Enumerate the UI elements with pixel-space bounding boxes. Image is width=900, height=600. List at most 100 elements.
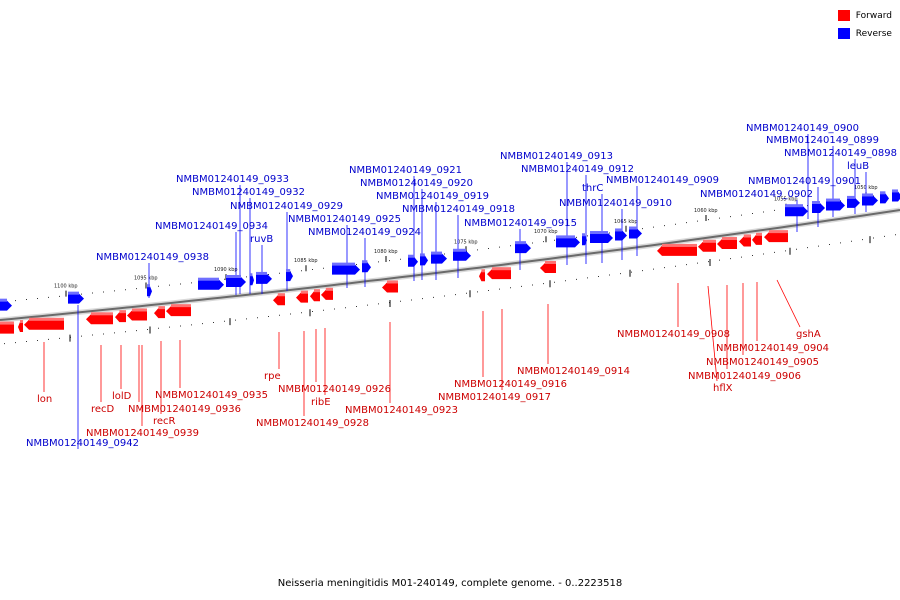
gene-label-nmbm01240149-0926: NMBM01240149_0926 (278, 384, 391, 395)
gene-arrow-bevel (277, 293, 285, 297)
forward-swatch (837, 10, 850, 21)
gene-arrow-bevel (420, 253, 425, 257)
gene-label-nmbm01240149-0912: NMBM01240149_0912 (521, 164, 634, 175)
gene-label-nmbm01240149-0905: NMBM01240149_0905 (706, 357, 819, 368)
gene-arrow-bevel (812, 201, 820, 205)
reverse-gene-arrow (892, 189, 900, 202)
gene-label-nmbm01240149-0928: NMBM01240149_0928 (256, 418, 369, 429)
gene-arrow-body (115, 312, 126, 323)
gene-arrow-body (273, 295, 285, 306)
forward-gene-arrow (479, 269, 485, 282)
gene-arrow-bevel (515, 241, 526, 245)
legend: Forward Reverse (837, 9, 892, 45)
gene-arrow-bevel (880, 191, 886, 195)
scale-label: 1055 kbp (774, 197, 798, 203)
gene-label-nmbm01240149-0918: NMBM01240149_0918 (402, 204, 515, 215)
forward-gene-arrow (717, 237, 737, 250)
legend-reverse: Reverse (837, 27, 892, 40)
gene-label-ruvb: ruvB (250, 234, 273, 245)
gene-label-nmbm01240149-0934: NMBM01240149_0934 (155, 221, 268, 232)
forward-gene-arrow (127, 308, 147, 321)
gene-arrow-bevel (68, 291, 79, 295)
gene-label-nmbm01240149-0913: NMBM01240149_0913 (500, 151, 613, 162)
gene-arrow-body (68, 293, 84, 304)
gene-arrow-body (147, 286, 152, 297)
forward-gene-arrow (296, 290, 308, 303)
forward-gene-arrow (657, 243, 697, 256)
gene-arrow-bevel (387, 280, 398, 284)
gene-label-nmbm01240149-0933: NMBM01240149_0933 (176, 174, 289, 185)
gene-arrow-body (86, 314, 113, 325)
gene-label-nmbm01240149-0914: NMBM01240149_0914 (517, 366, 630, 377)
reverse-gene-arrow (826, 198, 845, 211)
legend-reverse-label: Reverse (855, 28, 892, 39)
genome-axis (0, 207, 900, 323)
gene-label-nmbm01240149-0906: NMBM01240149_0906 (688, 371, 801, 382)
legend-forward: Forward (837, 9, 892, 22)
reverse-gene-arrow (785, 204, 808, 217)
gene-arrow-body (296, 292, 308, 303)
gene-arrow-body (166, 306, 191, 317)
gene-arrow-body (785, 206, 808, 217)
gene-label-nmbm01240149-0932: NMBM01240149_0932 (192, 187, 305, 198)
forward-gene-arrow (321, 287, 333, 300)
gene-arrow-body (812, 203, 825, 214)
forward-gene-arrow (310, 289, 320, 302)
gene-label-nmbm01240149-0909: NMBM01240149_0909 (606, 175, 719, 186)
gene-arrow-bevel (756, 232, 762, 236)
reverse-gene-arrow (556, 235, 580, 248)
gene-arrow-body (0, 300, 12, 311)
reverse-gene-arrow (198, 277, 224, 290)
gene-label-nmbm01240149-0915: NMBM01240149_0915 (464, 218, 577, 229)
forward-gene-arrow (739, 234, 751, 247)
scale-label: 1075 kbp (454, 239, 478, 245)
gene-arrow-body (18, 322, 23, 333)
gene-arrow-body (752, 234, 762, 245)
gene-label-nmbm01240149-0901: NMBM01240149_0901 (748, 176, 861, 187)
gene-arrow-body (487, 269, 511, 280)
gene-arrow-body (764, 232, 788, 243)
gene-label-nmbm01240149-0924: NMBM01240149_0924 (308, 227, 421, 238)
forward-gene-arrow (0, 321, 14, 334)
axis-shadow (0, 207, 900, 323)
gene-label-ribe: ribE (311, 397, 331, 408)
gene-arrow-body (515, 243, 531, 254)
gene-arrow-body (540, 262, 556, 273)
gene-arrow-bevel (286, 269, 291, 273)
legend-forward-label: Forward (855, 10, 892, 21)
scale-label: 1095 kbp (134, 276, 158, 282)
forward-gene-arrow (540, 260, 556, 273)
gene-arrow-body (880, 193, 889, 204)
gene-arrows (0, 189, 900, 334)
gene-arrow-body (582, 235, 587, 246)
reverse-gene-arrow (847, 195, 860, 208)
reverse-gene-arrow (0, 298, 12, 311)
gene-label-nmbm01240149-0919: NMBM01240149_0919 (376, 191, 489, 202)
gene-arrow-bevel (545, 260, 556, 264)
gene-arrow-body (408, 256, 418, 267)
gene-arrow-bevel (769, 230, 788, 234)
scale-label: 1090 kbp (214, 267, 238, 273)
gene-label-rpe: rpe (264, 371, 281, 382)
gene-arrow-bevel (785, 204, 803, 208)
gene-arrow-bevel (20, 320, 23, 324)
gene-arrow-bevel (158, 306, 165, 310)
gene-arrow-bevel (492, 267, 511, 271)
gene-arrow-bevel (662, 243, 697, 247)
gene-arrow-bevel (453, 248, 466, 252)
gene-label-nmbm01240149-0899: NMBM01240149_0899 (766, 135, 879, 146)
gene-arrow-body (717, 239, 737, 250)
gene-arrow-body (286, 271, 293, 282)
gene-arrow-body (256, 273, 272, 284)
forward-gene-arrow (115, 310, 126, 323)
scale-label: 1070 kbp (534, 229, 558, 235)
gene-arrow-bevel (132, 308, 147, 312)
gene-arrow-body (590, 233, 613, 244)
reverse-gene-arrow (880, 191, 889, 204)
reverse-gene-arrow (615, 228, 627, 241)
gene-arrow-bevel (362, 260, 368, 264)
gene-arrow-body (127, 310, 147, 321)
forward-gene-arrow (24, 317, 64, 330)
gene-label-nmbm01240149-0910: NMBM01240149_0910 (559, 198, 672, 209)
gene-label-leub: leuB (847, 161, 869, 172)
